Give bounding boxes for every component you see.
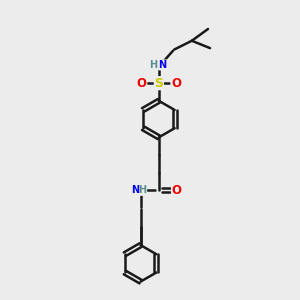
Text: H: H: [149, 60, 158, 70]
Text: N: N: [159, 60, 167, 70]
Text: O: O: [172, 184, 182, 197]
Text: S: S: [154, 77, 163, 90]
Text: O: O: [137, 77, 147, 90]
Text: O: O: [171, 77, 181, 90]
Text: H: H: [139, 185, 147, 195]
Text: N: N: [131, 185, 139, 195]
